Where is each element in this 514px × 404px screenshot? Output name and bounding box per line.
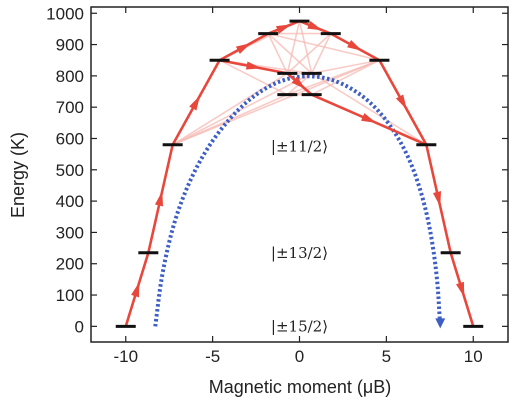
red-arrow-5-head — [307, 20, 323, 31]
faint-transition-11 — [310, 33, 332, 74]
blue-barrier-series — [153, 74, 446, 329]
y-axis-title: Energy (K) — [8, 132, 28, 218]
x-axis-title: Magnetic moment (μB) — [209, 377, 391, 397]
faint-transition-9 — [267, 33, 313, 74]
y-tick-label-1000: 1000 — [46, 4, 84, 23]
blue-barrier-curve — [153, 74, 443, 327]
red-inner-arrow-2-head — [361, 113, 377, 123]
state-label-0: |±11/2⟩ — [271, 137, 328, 155]
faint-transition-8 — [267, 33, 289, 74]
red-arrow-6-head — [347, 40, 363, 51]
y-tick-label-0: 0 — [75, 317, 84, 336]
x-tick-label-10: 10 — [464, 347, 483, 366]
red-arrow-8-head — [432, 191, 442, 207]
red-arrow-4-head — [275, 24, 292, 34]
red-arrow-9-head — [456, 281, 465, 298]
faint-transition-15 — [311, 59, 380, 96]
x-tick-label-0: 0 — [295, 347, 304, 366]
y-tick-label-900: 900 — [56, 36, 84, 55]
faint-transition-16 — [311, 59, 380, 75]
state-label-1: |±13/2⟩ — [271, 244, 328, 262]
faint-transition-13 — [298, 20, 313, 74]
red-arrow-7-head — [395, 94, 407, 110]
red-inner-arrow-1-head — [291, 76, 306, 90]
y-tick-label-600: 600 — [56, 129, 84, 148]
red-arrow-1-head — [154, 190, 164, 207]
axis-ticks: 0 100 200 300 400 500 600 700 800 900 1000 -10 -5 0 5 1… — [46, 4, 508, 366]
red-arrow-2-head — [189, 95, 201, 111]
faint-transition-22 — [311, 72, 427, 146]
faint-transition-2 — [172, 72, 313, 146]
faint-transition-14 — [286, 20, 301, 74]
red-relaxation-path — [124, 19, 475, 327]
blue-barrier-arrowhead — [435, 318, 446, 329]
y-tick-label-700: 700 — [56, 98, 84, 117]
y-tick-label-800: 800 — [56, 67, 84, 86]
x-tick-label--10: -10 — [113, 347, 138, 366]
y-tick-label-100: 100 — [56, 286, 84, 305]
red-arrow-0-head — [131, 281, 140, 298]
faint-transition-6 — [219, 59, 288, 96]
y-tick-label-300: 300 — [56, 223, 84, 242]
state-label-2: |±15/2⟩ — [271, 317, 328, 335]
plot-frame — [90, 6, 509, 343]
x-tick-label-5: 5 — [382, 347, 391, 366]
x-tick-label--5: -5 — [205, 347, 220, 366]
y-tick-label-200: 200 — [56, 255, 84, 274]
state-labels: |±11/2⟩ |±13/2⟩ |±15/2⟩ — [271, 137, 328, 335]
y-tick-label-500: 500 — [56, 161, 84, 180]
faint-transition-23 — [172, 59, 380, 146]
y-tick-label-400: 400 — [56, 192, 84, 211]
energy-levels — [115, 19, 484, 328]
red-arrow-3-head — [235, 43, 251, 54]
red-inner-arrow-0-head — [245, 61, 262, 70]
faint-transition-12 — [286, 33, 332, 74]
